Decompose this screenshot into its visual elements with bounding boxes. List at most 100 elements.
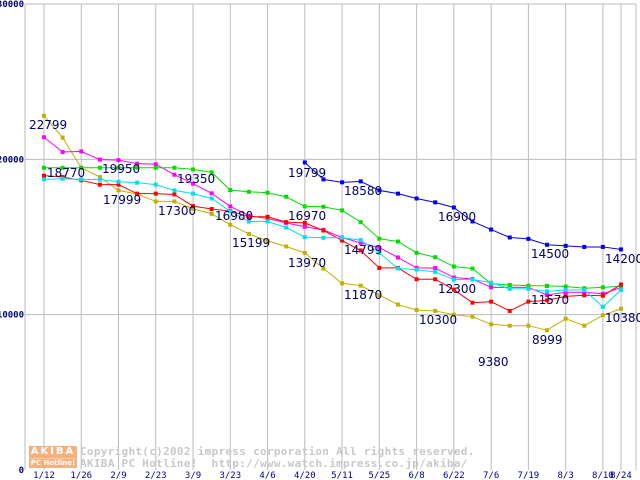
data-point-green — [135, 165, 140, 170]
data-label: 13970 — [288, 256, 326, 270]
data-point-gold — [470, 314, 475, 319]
data-point-magenta — [545, 292, 550, 297]
data-point-magenta — [172, 172, 177, 177]
data-point-red — [507, 308, 512, 313]
data-point-green — [228, 188, 233, 193]
data-point-cyan — [228, 209, 233, 214]
data-point-magenta — [433, 266, 438, 271]
data-point-blue — [619, 247, 623, 252]
data-point-gold — [563, 316, 568, 321]
y-tick-label: 0 — [19, 466, 24, 476]
data-point-cyan — [302, 235, 307, 240]
data-point-gold — [228, 222, 233, 227]
data-point-gold — [153, 199, 158, 204]
data-point-blue — [526, 236, 531, 241]
data-point-green — [97, 165, 102, 170]
data-point-cyan — [619, 287, 623, 292]
x-tick-label: 3/23 — [219, 471, 241, 480]
data-point-gold — [340, 281, 345, 286]
data-point-green — [60, 165, 65, 170]
data-point-red — [451, 287, 456, 292]
site-url-text: AKIBA PC Hotline! http://www.watch.impre… — [80, 457, 468, 470]
data-point-green — [191, 167, 196, 172]
data-point-blue — [321, 177, 326, 182]
data-point-blue — [340, 180, 345, 185]
data-point-red — [377, 265, 382, 270]
data-point-cyan — [97, 177, 102, 182]
x-tick-label: 8/3 — [558, 471, 574, 480]
data-point-green — [377, 236, 382, 241]
data-point-blue — [470, 219, 475, 224]
data-point-red — [358, 248, 363, 253]
data-point-blue — [545, 242, 550, 247]
y-tick-label: 30000 — [0, 0, 24, 10]
x-tick-label: 7/6 — [483, 471, 499, 480]
data-point-blue — [600, 244, 605, 249]
data-point-gold — [395, 302, 400, 307]
data-point-magenta — [135, 161, 140, 166]
data-point-gold — [414, 308, 419, 313]
x-tick-label: 4/6 — [259, 471, 275, 480]
data-point-green — [79, 165, 84, 170]
data-point-green — [433, 255, 438, 260]
data-point-magenta — [228, 204, 233, 209]
data-point-blue — [563, 243, 568, 248]
data-point-cyan — [451, 277, 456, 282]
data-label: 17300 — [158, 204, 196, 218]
data-point-green — [526, 283, 531, 288]
data-point-cyan — [395, 266, 400, 271]
data-point-cyan — [563, 287, 568, 292]
x-tick-label: 7/19 — [518, 471, 540, 480]
data-point-red — [42, 173, 46, 178]
data-point-blue — [489, 227, 494, 232]
data-point-gold — [582, 323, 587, 328]
data-point-cyan — [489, 280, 494, 285]
data-point-cyan — [246, 219, 251, 224]
data-label: 14500 — [531, 247, 569, 261]
x-tick-label: 1/26 — [70, 471, 92, 480]
data-label: 10300 — [419, 313, 457, 327]
data-point-red — [153, 191, 158, 196]
data-point-cyan — [600, 304, 605, 309]
data-point-green — [507, 282, 512, 287]
data-point-cyan — [507, 286, 512, 291]
data-point-green — [395, 239, 400, 244]
data-point-cyan — [358, 238, 363, 243]
data-point-cyan — [60, 176, 65, 181]
data-point-cyan — [470, 277, 475, 282]
data-point-red — [97, 182, 102, 187]
series-line-gold — [43, 115, 622, 331]
data-point-magenta — [153, 162, 158, 167]
akiba-logo: AKIBA PC Hotline! — [29, 446, 77, 468]
data-point-magenta — [42, 135, 46, 140]
data-point-blue — [395, 191, 400, 196]
data-point-blue — [507, 235, 512, 240]
data-point-green — [246, 189, 251, 194]
y-tick-label: 20000 — [0, 155, 24, 165]
data-point-gold — [42, 113, 46, 118]
data-point-green — [470, 266, 475, 271]
data-point-gold — [545, 328, 550, 333]
data-label: 19950 — [102, 162, 140, 176]
data-point-green — [563, 284, 568, 289]
data-point-cyan — [414, 267, 419, 272]
data-point-blue — [451, 205, 456, 210]
data-point-green — [265, 190, 270, 195]
data-point-magenta — [563, 290, 568, 295]
data-point-gold — [507, 323, 512, 328]
logo-bottom-text: PC Hotline! — [29, 459, 77, 468]
data-label: 14799 — [344, 243, 382, 257]
data-point-gold — [284, 244, 289, 249]
data-point-gold — [358, 283, 363, 288]
data-point-red — [526, 299, 531, 304]
data-point-cyan — [526, 286, 531, 291]
data-point-green — [321, 204, 326, 209]
data-point-cyan — [284, 225, 289, 230]
data-point-green — [209, 170, 214, 175]
data-point-magenta — [60, 150, 65, 155]
data-point-gold — [600, 313, 605, 318]
data-label: 19350 — [177, 172, 215, 186]
data-point-green — [284, 194, 289, 199]
data-point-red — [321, 228, 326, 233]
